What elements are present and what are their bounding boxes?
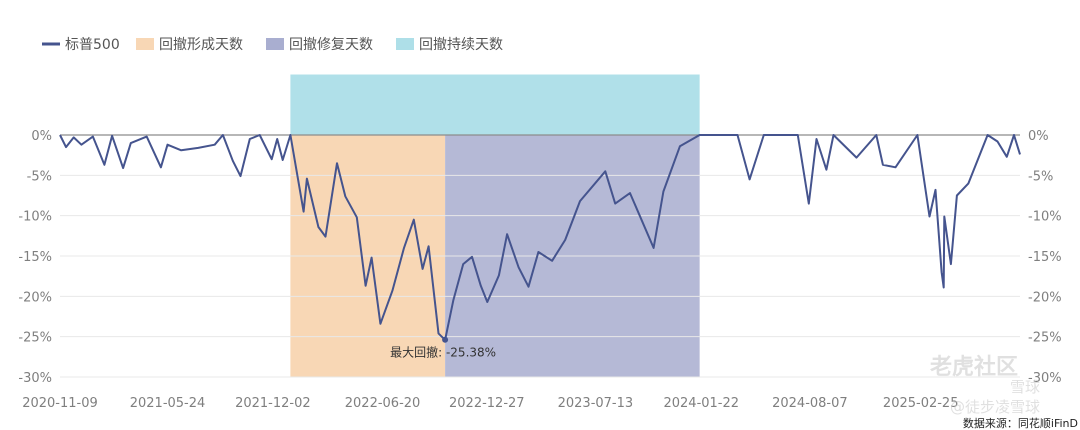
x-tick: 2021-12-02 [235,396,311,411]
legend-swatch [266,38,284,50]
legend-label: 回撤持续天数 [419,36,503,53]
y-tick-left: -30% [18,371,52,386]
line-layer [59,134,1021,343]
x-tick: 2022-12-27 [449,396,525,411]
watermark-line2: 雪球 [1010,378,1040,396]
legend-swatch [136,38,154,50]
x-tick: 2024-08-07 [772,396,848,411]
y-tick-left: 0% [31,129,52,144]
y-tick-left: -15% [18,250,52,265]
max-drawdown-point [442,336,449,343]
grid-layer [60,134,1020,378]
x-tick: 2024-01-22 [663,396,739,411]
x-tick: 2021-05-24 [130,396,206,411]
ticks-layer: 0% 0% -5% -5% -10% -10% -15% -15% -20% -20% -25% -2… [18,129,1061,411]
bands-layer [290,74,700,377]
x-tick: 2023-07-13 [558,396,634,411]
y-tick-left: -20% [18,290,52,305]
watermark-line1: 老虎社区 [929,354,1018,380]
y-tick-right: -15% [1028,250,1062,265]
legend-label: 标普500 [65,37,120,53]
legend-swatch [396,38,414,50]
series-line [59,134,1021,341]
legend-label: 回撤修复天数 [289,36,373,53]
legend-layer: 标普500 回撤形成天数 回撤修复天数 回撤持续天数 [42,36,503,53]
x-tick: 2020-11-09 [22,396,98,411]
y-tick-right: -5% [1028,169,1053,184]
band-3 [290,74,700,135]
y-tick-right: -10% [1028,210,1062,225]
y-tick-left: -5% [27,169,52,184]
x-tick: 2022-06-20 [345,396,421,411]
y-tick-right: -25% [1028,331,1062,346]
y-tick-left: -10% [18,210,52,225]
y-tick-right: -20% [1028,290,1062,305]
y-tick-right: -30% [1028,371,1062,386]
data-source: 数据来源：同花顺iFinD [963,416,1078,430]
y-tick-left: -25% [18,331,52,346]
legend-label: 回撤形成天数 [159,37,243,53]
max-drawdown-annotation: 最大回撤: -25.38% [390,345,496,360]
x-tick: 2025-02-25 [883,396,959,411]
watermark: 老虎社区 雪球 @徒步凌雪球 [929,354,1040,416]
watermark-line3: @徒步凌雪球 [950,398,1040,416]
y-tick-right: 0% [1028,129,1049,144]
